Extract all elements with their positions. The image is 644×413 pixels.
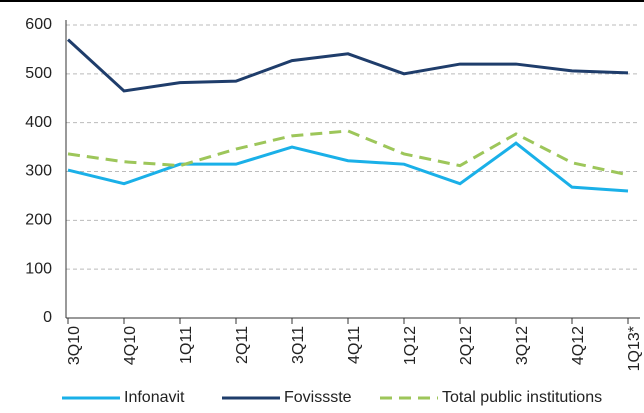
legend-label: Fovissste bbox=[284, 389, 352, 406]
x-tick-label: 4Q10 bbox=[122, 326, 139, 365]
y-tick-label: 600 bbox=[25, 16, 52, 33]
series-line bbox=[67, 141, 629, 193]
x-tick-label: 2Q12 bbox=[458, 326, 475, 365]
x-tick-label: 3Q11 bbox=[290, 326, 307, 364]
x-tick-label: 1Q11 bbox=[178, 326, 195, 364]
y-tick-label: 0 bbox=[43, 309, 52, 326]
legend-label: Total public institutions bbox=[442, 389, 602, 406]
x-tick-label: 3Q10 bbox=[66, 326, 83, 365]
x-tick-label: 4Q11 bbox=[346, 326, 363, 364]
y-tick-label: 300 bbox=[25, 163, 52, 180]
y-tick-label: 100 bbox=[25, 260, 52, 277]
legend-label: Infonavit bbox=[124, 389, 185, 406]
x-tick-label: 3Q12 bbox=[514, 326, 531, 365]
y-tick-label: 500 bbox=[25, 65, 52, 82]
x-tick-label: 1Q12 bbox=[402, 326, 419, 365]
x-tick-label: 4Q12 bbox=[570, 326, 587, 365]
series-line bbox=[66, 38, 629, 93]
y-tick-label: 400 bbox=[25, 114, 52, 131]
y-tick-label: 200 bbox=[25, 212, 52, 229]
series-line bbox=[67, 129, 629, 177]
x-tick-label: 1Q13* bbox=[626, 326, 643, 371]
x-tick-label: 2Q11 bbox=[234, 326, 251, 364]
